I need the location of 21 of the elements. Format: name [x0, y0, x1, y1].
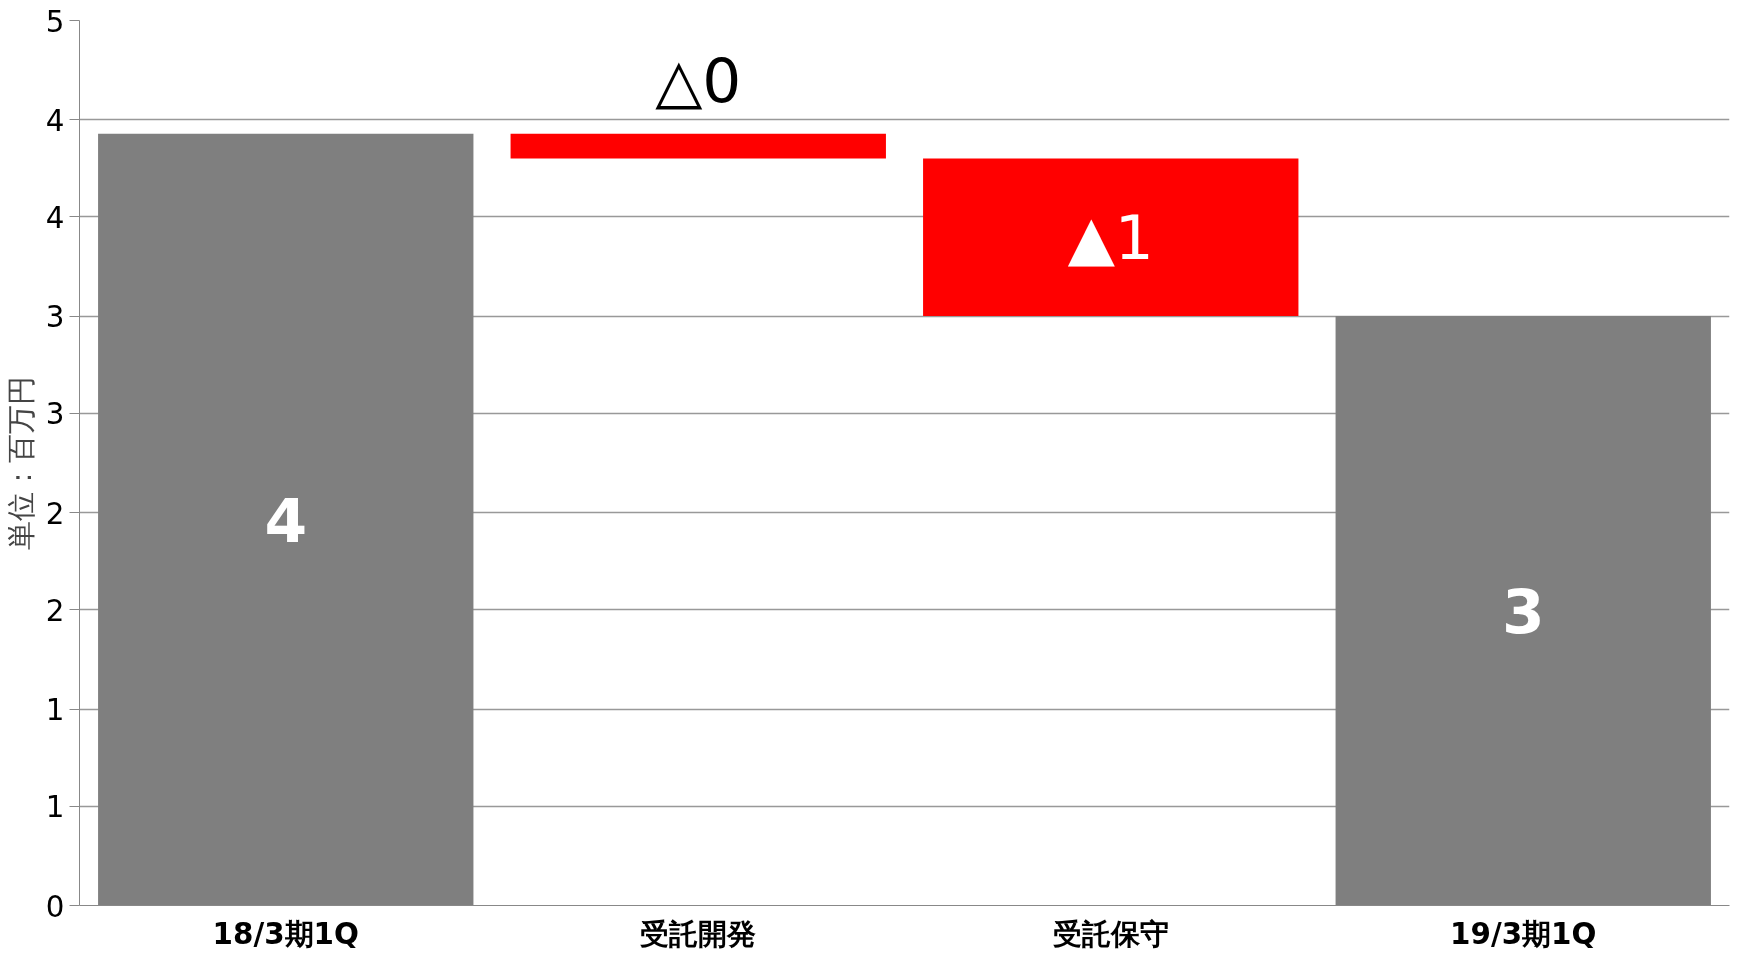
y-tick-label: 2: [45, 593, 65, 628]
data-label: 4: [264, 485, 308, 557]
y-tick-label: 3: [45, 300, 65, 335]
x-tick-label: 18/3期1Q: [212, 916, 359, 951]
x-tick-label: 19/3期1Q: [1450, 916, 1597, 951]
x-tick-label: 受託保守: [1052, 916, 1169, 951]
y-tick-label: 4: [45, 103, 65, 138]
x-tick-label: 受託開発: [640, 916, 757, 951]
y-tick-label: 0: [45, 889, 65, 924]
y-tick-label: 1: [45, 693, 65, 728]
y-tick-label: 2: [45, 496, 65, 531]
data-label: ▲1: [1067, 201, 1154, 273]
data-label: 3: [1501, 576, 1545, 648]
y-tick-label: 5: [45, 4, 65, 39]
data-label: △0: [655, 45, 742, 117]
bar: [923, 158, 1299, 317]
y-tick-label: 1: [45, 790, 65, 825]
bar: [510, 133, 886, 159]
y-tick-label: 4: [45, 200, 65, 235]
y-tick-label: 3: [45, 397, 65, 432]
y-axis-title: 単位：百万円: [3, 376, 38, 550]
